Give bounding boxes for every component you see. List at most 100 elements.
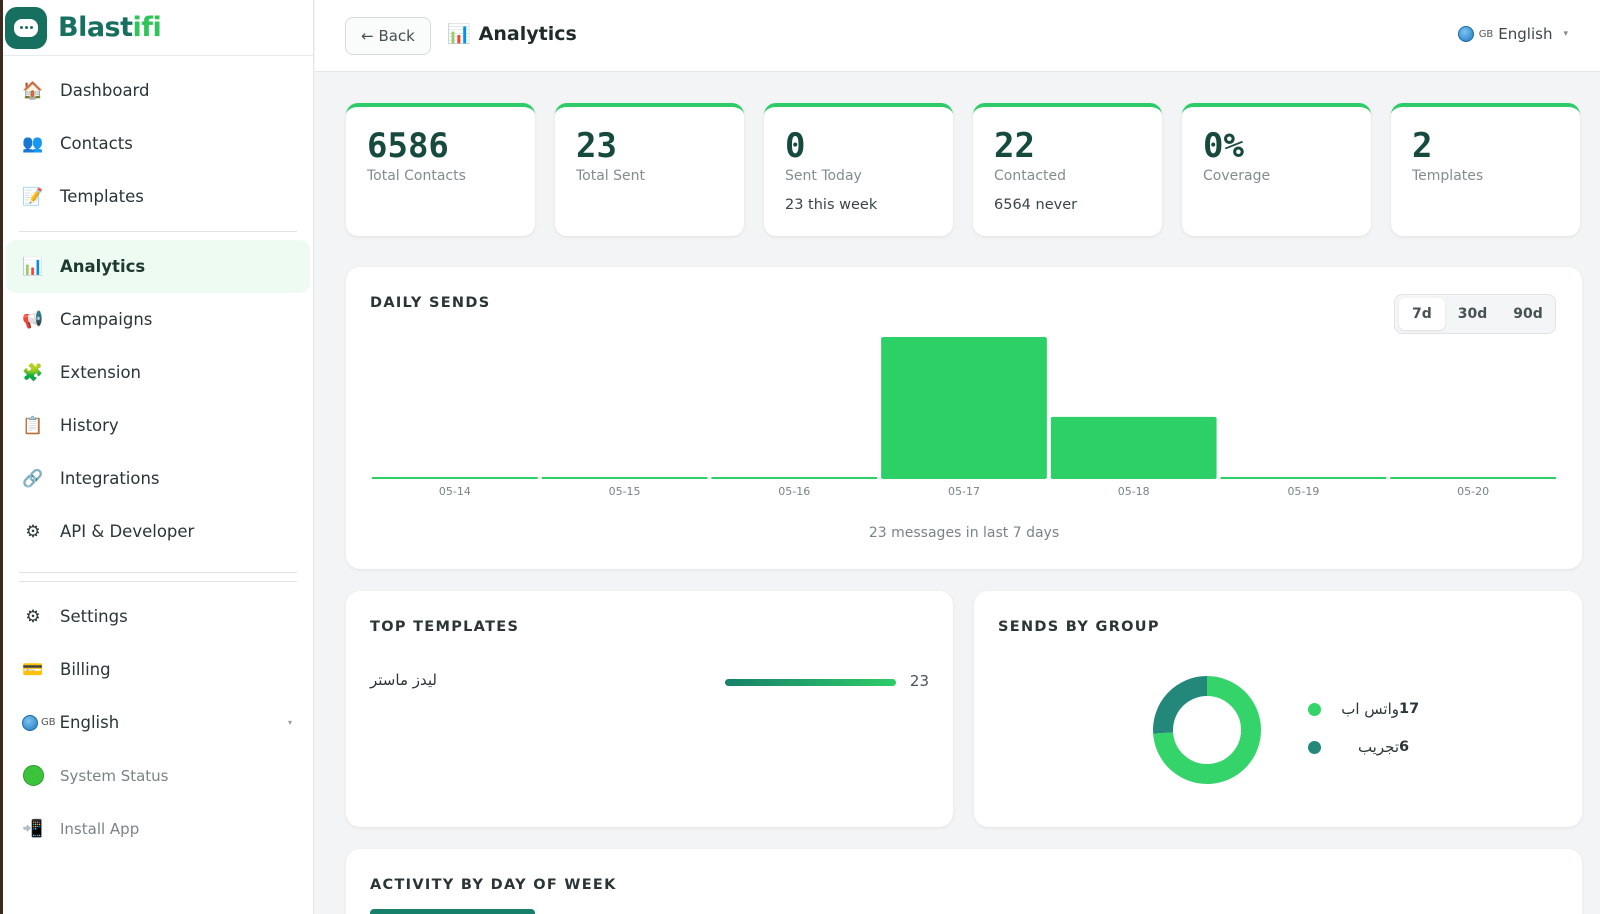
chart-bar-05-19	[1220, 477, 1387, 479]
legend-value: 17	[1399, 701, 1420, 717]
header-language-select[interactable]: GB English ▾	[1457, 25, 1568, 43]
brand[interactable]: Blastifi	[3, 0, 313, 56]
bar-chart-icon: 📊	[447, 23, 471, 45]
sidebar: Blastifi 🏠 Dashboard 👥 Contacts 📝 Templa…	[0, 0, 314, 914]
stat-sub: 23 this week	[785, 197, 878, 213]
range-7d-button[interactable]: 7d	[1399, 298, 1445, 330]
x-tick-label: 05-18	[1118, 485, 1150, 498]
sidebar-item-label: Analytics	[60, 257, 146, 276]
sidebar-item-label: History	[60, 416, 119, 435]
stat-card-total-sent: 23 Total Sent	[555, 103, 744, 236]
globe-icon	[22, 714, 38, 731]
x-tick-label: 05-17	[948, 485, 980, 498]
stat-value: 0	[785, 126, 806, 166]
template-bar-fill	[725, 679, 896, 686]
chevron-down-icon: ▾	[287, 718, 292, 727]
daily-sends-chart: 05-14 05-15 05-16 05-17 05-18 05-19 05-20	[372, 337, 1556, 498]
sidebar-item-label: Templates	[60, 187, 144, 206]
stat-sub: 6564 never	[994, 197, 1078, 213]
range-90d-button[interactable]: 90d	[1513, 306, 1543, 322]
x-tick-label: 05-14	[439, 485, 471, 498]
legend-label: واتس اب	[1341, 700, 1399, 718]
bar-chart-icon: 📊	[22, 256, 44, 277]
stat-label: Contacted	[994, 168, 1066, 184]
sidebar-item-history[interactable]: 📋 History	[6, 399, 310, 452]
template-row[interactable]: ليدز ماستر 23	[370, 671, 929, 695]
stats-row: 6586 Total Contacts 23 Total Sent 0 Sent…	[346, 103, 1582, 236]
sidebar-item-campaigns[interactable]: 📢 Campaigns	[6, 293, 310, 346]
stat-value: 23	[576, 126, 617, 166]
chat-bubble-logo-icon	[5, 6, 47, 49]
sidebar-item-label: Campaigns	[60, 310, 153, 329]
sidebar-item-integrations[interactable]: 🔗 Integrations	[6, 452, 310, 505]
megaphone-icon: 📢	[22, 309, 44, 330]
template-count: 23	[909, 672, 929, 690]
sidebar-item-contacts[interactable]: 👥 Contacts	[6, 117, 310, 170]
donut-slice-0	[1153, 676, 1261, 784]
brand-name: Blastifi	[58, 12, 162, 43]
page-title-text: Analytics	[478, 22, 577, 45]
chevron-down-icon: ▾	[1563, 29, 1568, 39]
stat-value: 2	[1412, 126, 1433, 166]
stat-value: 6586	[367, 126, 449, 166]
house-icon: 🏠	[22, 80, 44, 101]
sidebar-item-label: API & Developer	[60, 522, 195, 541]
activity-bar	[370, 909, 535, 914]
activity-panel: ACTIVITY BY DAY OF WEEK	[346, 849, 1582, 914]
sidebar-item-templates[interactable]: 📝 Templates	[6, 170, 310, 223]
sidebar-item-label: Billing	[60, 660, 111, 679]
group-donut-chart	[1153, 676, 1261, 784]
stat-card-total-contacts: 6586 Total Contacts	[346, 103, 535, 236]
stat-card-sent-today: 0 Sent Today 23 this week	[764, 103, 953, 236]
daily-sends-panel: DAILY SENDS 7d 30d 90d 05-14 05-15 05-16 05…	[346, 267, 1582, 569]
sidebar-item-label: Contacts	[60, 134, 133, 153]
brand-name-part-1: Blast	[58, 12, 133, 43]
install-app-button[interactable]: 📲 Install App	[6, 802, 310, 855]
chart-caption: 23 messages in last 7 days	[868, 525, 1060, 541]
flag-code: GB	[41, 717, 56, 728]
chart-bar-05-20	[1390, 477, 1556, 479]
install-app-label: Install App	[60, 819, 140, 838]
sidebar-item-label: Extension	[60, 363, 142, 382]
back-button[interactable]: ← Back	[345, 17, 431, 55]
range-toggle: 7d 30d 90d	[1394, 294, 1556, 334]
sidebar-divider	[19, 572, 297, 573]
sidebar-divider	[19, 581, 297, 582]
clipboard-icon: 📋	[22, 415, 44, 436]
x-tick-label: 05-16	[778, 485, 810, 498]
legend-item: واتس اب 17	[1308, 690, 1419, 728]
chart-bar-05-18	[1050, 416, 1217, 479]
panel-title: ACTIVITY BY DAY OF WEEK	[370, 877, 617, 893]
page-title: 📊 Analytics	[447, 22, 577, 46]
sidebar-language-select[interactable]: GB English ▾	[6, 696, 310, 749]
stat-label: Sent Today	[785, 168, 862, 184]
sidebar-item-dashboard[interactable]: 🏠 Dashboard	[6, 64, 310, 117]
sidebar-nav: 🏠 Dashboard 👥 Contacts 📝 Templates 📊 Ana…	[3, 56, 313, 855]
gear-icon: ⚙	[25, 606, 41, 627]
sidebar-item-analytics[interactable]: 📊 Analytics	[6, 240, 310, 293]
stat-label: Templates	[1412, 168, 1484, 184]
panel-title: TOP TEMPLATES	[370, 619, 520, 635]
sidebar-item-extension[interactable]: 🧩 Extension	[6, 346, 310, 399]
sidebar-item-settings[interactable]: ⚙ Settings	[6, 590, 310, 643]
top-templates-panel: TOP TEMPLATES ليدز ماستر 23	[346, 591, 953, 827]
sidebar-item-billing[interactable]: 💳 Billing	[6, 643, 310, 696]
language-label: English	[1498, 25, 1553, 43]
system-status[interactable]: System Status	[6, 749, 310, 802]
sidebar-divider	[19, 231, 297, 232]
chart-bar-05-15	[541, 477, 708, 479]
gear-icon: ⚙	[25, 521, 41, 542]
legend-item: تجريب 6	[1308, 728, 1419, 766]
credit-card-icon: 💳	[22, 659, 44, 680]
memo-icon: 📝	[22, 186, 44, 207]
stat-card-coverage: 0% Coverage	[1182, 103, 1371, 236]
link-icon: 🔗	[22, 468, 44, 489]
sidebar-item-api-developer[interactable]: ⚙ API & Developer	[6, 505, 310, 558]
range-30d-button[interactable]: 30d	[1457, 306, 1488, 322]
stat-card-contacted: 22 Contacted 6564 never	[973, 103, 1162, 236]
status-dot-icon	[22, 765, 44, 787]
panel-title: DAILY SENDS	[370, 295, 491, 311]
top-header: ← Back 📊 Analytics GB English ▾	[315, 0, 1600, 72]
x-tick-label: 05-15	[609, 485, 641, 498]
mobile-phone-icon: 📲	[22, 818, 44, 839]
